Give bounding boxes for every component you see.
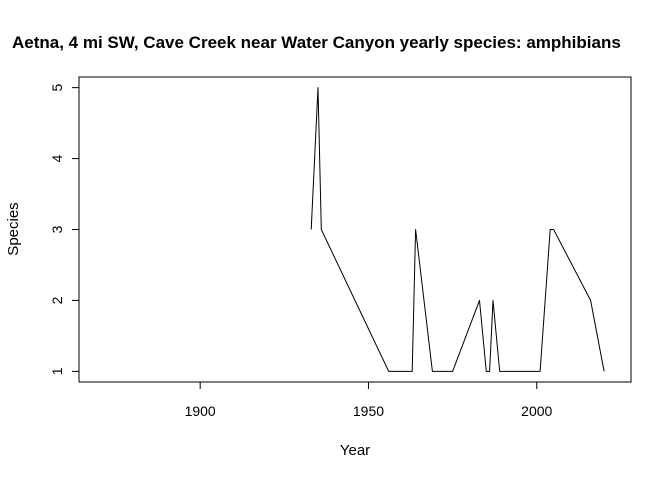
chart-title: Aetna, 4 mi SW, Cave Creek near Water Ca… (12, 33, 621, 52)
x-axis: 1900 1950 2000 (185, 381, 553, 419)
x-tick-label: 1950 (353, 403, 384, 419)
series-line-0 (310, 87, 605, 372)
x-tick-label: 2000 (521, 403, 552, 419)
y-axis: 1 2 3 4 5 (49, 84, 80, 375)
y-tick-label: 1 (49, 367, 65, 375)
series-layer (310, 87, 605, 372)
y-tick-label: 2 (49, 296, 65, 304)
y-tick-label: 3 (49, 225, 65, 233)
x-axis-label: Year (340, 442, 370, 459)
y-tick-label: 4 (49, 154, 65, 162)
plot-frame (78, 76, 632, 383)
y-axis-label: Species (5, 202, 22, 255)
x-tick-label: 1900 (185, 403, 216, 419)
y-tick-label: 5 (49, 84, 65, 92)
